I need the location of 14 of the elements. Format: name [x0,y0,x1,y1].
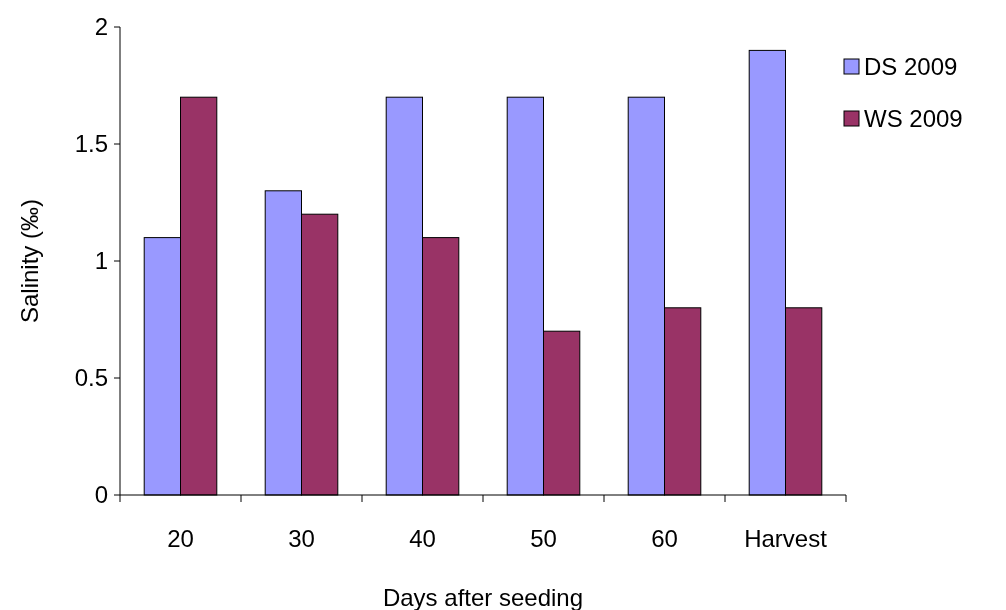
x-tick-label: 20 [167,525,194,552]
legend-label: DS 2009 [864,53,958,81]
x-tick-label: 60 [651,525,678,552]
y-tick-label: 0.5 [74,364,108,392]
y-axis-title: Salinity (‰) [16,198,43,324]
x-tick-label: Harvest [744,525,828,552]
legend-label: WS 2009 [864,105,963,133]
x-tick-label: 30 [288,525,315,552]
x-tick-label: 40 [409,525,436,552]
y-tick-label: 0 [94,481,108,509]
y-tick-label: 1.5 [74,130,108,158]
x-tick-label: 50 [530,525,557,552]
y-tick-label: 2 [94,13,108,41]
y-tick-label: 1 [94,247,108,275]
